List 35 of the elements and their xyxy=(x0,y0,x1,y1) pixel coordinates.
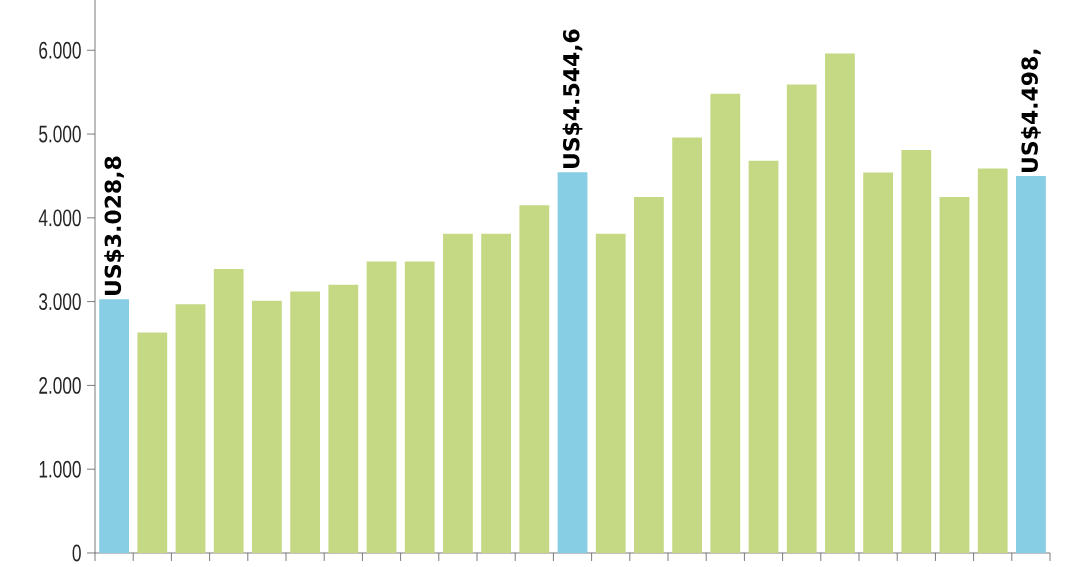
bar xyxy=(99,299,130,553)
bar xyxy=(748,160,779,553)
y-tick-label: 0 xyxy=(72,544,81,562)
bar xyxy=(175,304,206,553)
bar xyxy=(366,261,397,553)
bar xyxy=(939,196,970,553)
bar xyxy=(1016,176,1046,553)
bar xyxy=(137,332,168,553)
bar xyxy=(977,168,1008,553)
data-label: US$4.544,6 xyxy=(562,29,583,168)
bar xyxy=(634,196,664,553)
y-tick-label: 2.000 xyxy=(39,376,81,394)
bar xyxy=(481,233,512,553)
y-tick-label: 3.000 xyxy=(39,293,81,311)
y-tick-label: 6.000 xyxy=(39,41,81,59)
bar xyxy=(901,149,932,553)
bar xyxy=(595,233,626,553)
bar xyxy=(557,172,588,553)
bar xyxy=(290,291,321,553)
data-label: US$4.498, xyxy=(1020,49,1041,172)
bar xyxy=(252,300,282,553)
bar xyxy=(825,53,855,553)
bar xyxy=(672,137,703,553)
bar xyxy=(863,172,894,553)
bar xyxy=(786,84,817,553)
bar xyxy=(328,284,359,553)
data-label: US$3.028,8 xyxy=(104,156,125,295)
bar xyxy=(443,233,473,553)
y-tick-label: 1.000 xyxy=(39,460,81,478)
y-tick-label: 4.000 xyxy=(38,209,81,227)
bar xyxy=(404,261,435,553)
bar xyxy=(519,205,550,553)
bar xyxy=(710,93,741,553)
bar xyxy=(213,268,244,553)
y-tick-label: 5.000 xyxy=(39,125,81,143)
